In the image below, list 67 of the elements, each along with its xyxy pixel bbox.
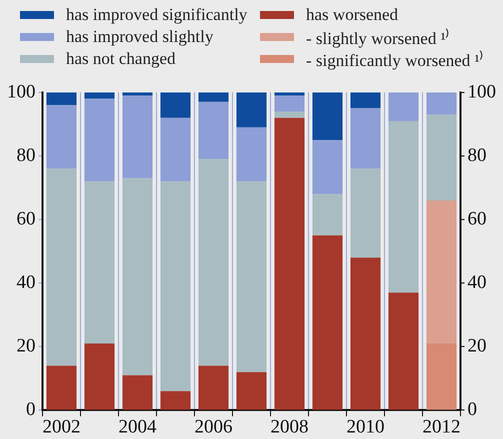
bar xyxy=(236,92,267,128)
bar xyxy=(198,92,229,102)
bar xyxy=(350,92,381,108)
y2-tick-label: 20 xyxy=(468,336,486,357)
legend-label: has improved slightly xyxy=(66,27,214,47)
bar xyxy=(312,92,343,140)
bar xyxy=(312,194,343,236)
x-tick-label: 2008 xyxy=(270,416,308,438)
legend-label: - slightly worsened ¹⁾ xyxy=(306,28,450,48)
bar xyxy=(122,96,153,178)
bar xyxy=(236,127,267,182)
bar xyxy=(46,92,77,106)
bar xyxy=(122,375,153,410)
y2-tick-label: 80 xyxy=(468,144,486,166)
bar xyxy=(274,111,305,118)
bar xyxy=(388,121,419,293)
bar xyxy=(388,292,419,410)
bar xyxy=(198,159,229,366)
x-tick-label: 2012 xyxy=(422,416,460,438)
bar xyxy=(160,118,191,182)
bar xyxy=(312,140,343,194)
bar xyxy=(198,102,229,160)
bar xyxy=(122,178,153,376)
bar xyxy=(46,105,77,169)
bar xyxy=(160,391,191,410)
y-tick-label: 0 xyxy=(26,399,36,420)
legend-label: has worsened xyxy=(306,5,398,25)
legend-label: has not changed xyxy=(66,49,176,69)
bar xyxy=(274,96,305,112)
bar xyxy=(84,181,115,344)
bar xyxy=(46,366,77,410)
legend-label: - significantly worsened ¹⁾ xyxy=(306,50,484,70)
bar xyxy=(122,92,153,96)
bar xyxy=(84,92,115,99)
bar xyxy=(46,168,77,366)
y2-tick-label: 100 xyxy=(468,81,496,102)
x-tick-label: 2004 xyxy=(118,416,157,438)
bar xyxy=(84,98,115,182)
bar xyxy=(350,258,381,410)
bar xyxy=(236,181,267,372)
bar xyxy=(236,372,267,410)
bar xyxy=(426,114,457,200)
y-tick-label: 40 xyxy=(16,272,36,294)
y-tick-label: 80 xyxy=(16,144,36,166)
y2-tick-label: 60 xyxy=(468,208,486,230)
bar xyxy=(426,343,457,410)
bar xyxy=(350,108,381,169)
bar xyxy=(312,235,343,410)
y2-tick-label: 0 xyxy=(468,399,477,420)
legend-label: has improved significantly xyxy=(66,5,248,25)
y2-tick-label: 40 xyxy=(468,272,486,294)
bar xyxy=(160,92,191,118)
x-tick-label: 2006 xyxy=(194,416,232,438)
bar xyxy=(388,92,419,121)
bar xyxy=(350,168,381,258)
bar xyxy=(426,92,457,115)
bar xyxy=(160,181,191,392)
x-tick-label: 2010 xyxy=(346,416,384,438)
y-tick-label: 60 xyxy=(16,208,36,230)
y-tick-label: 20 xyxy=(16,336,36,357)
bar xyxy=(198,366,229,410)
bar xyxy=(274,118,305,410)
y-tick-label: 100 xyxy=(7,81,36,102)
x-tick-label: 2002 xyxy=(42,416,80,438)
bar xyxy=(274,92,305,96)
bar xyxy=(426,200,457,344)
bar xyxy=(84,343,115,410)
